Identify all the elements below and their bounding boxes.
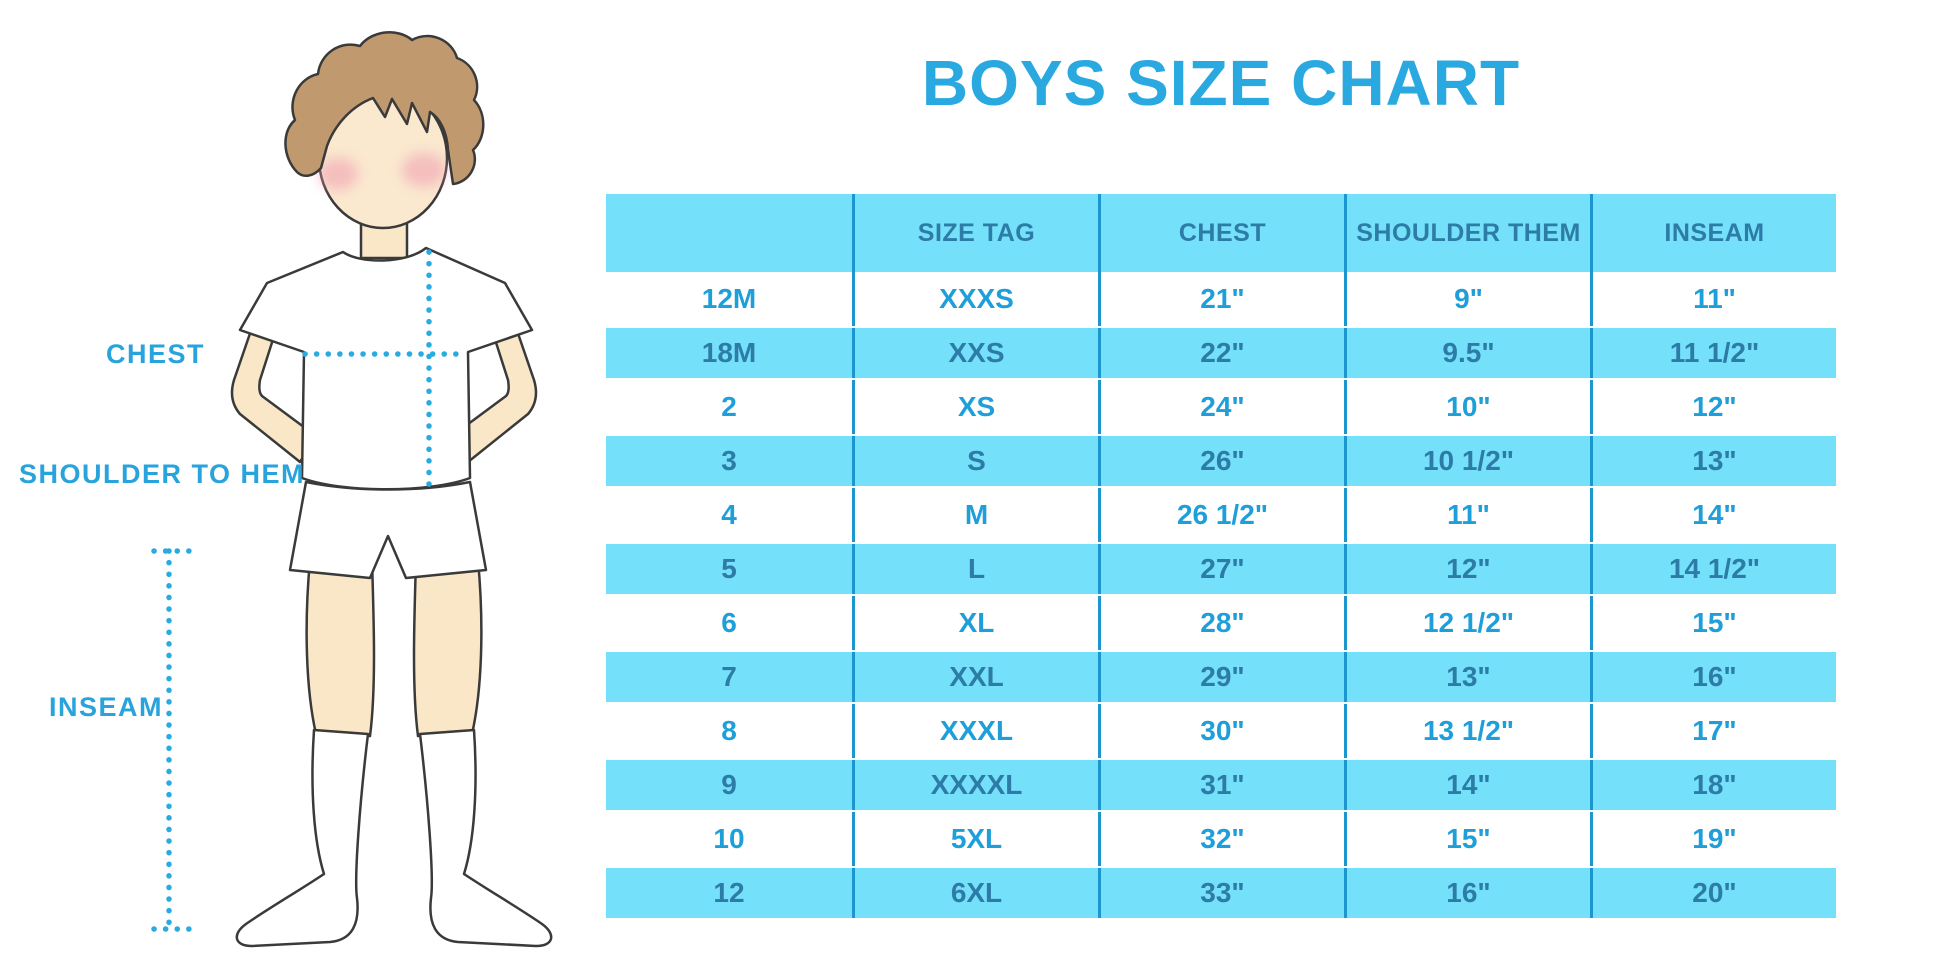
table-cell: 12 1/2" (1344, 596, 1590, 650)
table-cell: 21" (1098, 272, 1344, 326)
table-cell: 8 (721, 715, 737, 746)
table-cell: 4 (721, 499, 737, 530)
table-cell: 12 (713, 877, 745, 908)
table-cell: XXL (852, 652, 1098, 702)
table-row: 6 XL 28" 12 1/2" 15" (606, 596, 1836, 650)
table-header-row: SIZE TAG CHEST SHOULDER THEM INSEAM (606, 194, 1836, 272)
table-cell: 28" (1098, 596, 1344, 650)
table-cell: 5 (721, 553, 737, 584)
table-row: 12 6XL 33" 16" 20" (606, 866, 1836, 920)
table-row: 8 XXXL 30" 13 1/2" 17" (606, 704, 1836, 758)
table-cell: 17" (1590, 704, 1836, 758)
table-cell: 31" (1098, 760, 1344, 810)
boy-illustration: CHEST SHOULDER TO HEM INSEAM (19, 31, 553, 948)
table-cell: 14" (1590, 488, 1836, 542)
table-row: 2 XS 24" 10" 12" (606, 380, 1836, 434)
header-cell: SHOULDER THEM (1344, 194, 1590, 272)
table-cell: M (852, 488, 1098, 542)
table-row: 9 XXXXL 31" 14" 18" (606, 758, 1836, 812)
table-cell: 24" (1098, 380, 1344, 434)
table-cell: 26" (1098, 436, 1344, 486)
table-cell: 18M (701, 337, 757, 368)
table-row: 7 XXL 29" 13" 16" (606, 650, 1836, 704)
table-cell: 13" (1590, 436, 1836, 486)
table-cell: XXXS (852, 272, 1098, 326)
table-row: 3 S 26" 10 1/2" 13" (606, 434, 1836, 488)
table-cell: 6 (721, 607, 737, 638)
header-cell (606, 194, 852, 272)
table-row: 18M XXS 22" 9.5" 11 1/2" (606, 326, 1836, 380)
boy-hair (284, 31, 485, 186)
table-cell: S (852, 436, 1098, 486)
table-cell: 16" (1344, 868, 1590, 918)
table-cell: 11" (1590, 272, 1836, 326)
boy-leg-left (305, 558, 376, 738)
boy-sock-right (418, 728, 553, 948)
table-cell: 10" (1344, 380, 1590, 434)
table-row: 10 5XL 32" 15" 19" (606, 812, 1836, 866)
table-cell: 20" (1590, 868, 1836, 918)
table-cell: 22" (1098, 328, 1344, 378)
header-cell: SIZE TAG (852, 194, 1098, 272)
size-table-body: 12M XXXS 21" 9" 11" 18M XXS 22" 9.5" 11 1/2" 2 XS 24… (606, 272, 1836, 920)
inseam-label: INSEAM (49, 692, 163, 722)
table-cell: 9" (1344, 272, 1590, 326)
table-cell: XL (852, 596, 1098, 650)
table-cell: 16" (1590, 652, 1836, 702)
page-title: BOYS SIZE CHART (921, 47, 1521, 119)
table-cell: 27" (1098, 544, 1344, 594)
size-table: SIZE TAG CHEST SHOULDER THEM INSEAM 12M XXXS… (606, 194, 1836, 920)
table-cell: 9.5" (1344, 328, 1590, 378)
table-cell: 10 1/2" (1344, 436, 1590, 486)
table-cell: 12" (1344, 544, 1590, 594)
table-cell: 15" (1344, 812, 1590, 866)
boy-shorts (288, 480, 488, 580)
table-cell: 12" (1590, 380, 1836, 434)
boy-leg-right (412, 558, 483, 738)
table-cell: 13 1/2" (1344, 704, 1590, 758)
table-cell: 26 1/2" (1098, 488, 1344, 542)
header-cell: INSEAM (1590, 194, 1836, 272)
table-cell: 14" (1344, 760, 1590, 810)
table-cell: XXS (852, 328, 1098, 378)
shoulder-to-hem-label: SHOULDER TO HEM (19, 459, 305, 489)
table-row: 5 L 27" 12" 14 1/2" (606, 542, 1836, 596)
header-cell: CHEST (1098, 194, 1344, 272)
table-cell: L (852, 544, 1098, 594)
table-cell: 7 (721, 661, 737, 692)
table-cell: 30" (1098, 704, 1344, 758)
blush-left (318, 158, 358, 190)
table-cell: 11 1/2" (1590, 328, 1836, 378)
blush-right (402, 153, 446, 187)
table-cell: 14 1/2" (1590, 544, 1836, 594)
table-row: 4 M 26 1/2" 11" 14" (606, 488, 1836, 542)
table-cell: 6XL (852, 868, 1098, 918)
table-cell: 18" (1590, 760, 1836, 810)
table-cell: 33" (1098, 868, 1344, 918)
table-cell: 29" (1098, 652, 1344, 702)
table-cell: XS (852, 380, 1098, 434)
boy-shirt (238, 246, 534, 491)
table-row: 12M XXXS 21" 9" 11" (606, 272, 1836, 326)
table-cell: XXXL (852, 704, 1098, 758)
boy-sock-left (235, 728, 370, 948)
table-cell: 15" (1590, 596, 1836, 650)
table-cell: 3 (721, 445, 737, 476)
table-cell: 12M (701, 283, 757, 314)
table-cell: 10 (713, 823, 745, 854)
table-cell: 11" (1344, 488, 1590, 542)
table-cell: 19" (1590, 812, 1836, 866)
table-cell: 2 (721, 391, 737, 422)
chest-label: CHEST (106, 339, 205, 369)
table-cell: 9 (721, 769, 737, 800)
table-cell: 13" (1344, 652, 1590, 702)
table-cell: XXXXL (852, 760, 1098, 810)
table-cell: 32" (1098, 812, 1344, 866)
table-cell: 5XL (852, 812, 1098, 866)
